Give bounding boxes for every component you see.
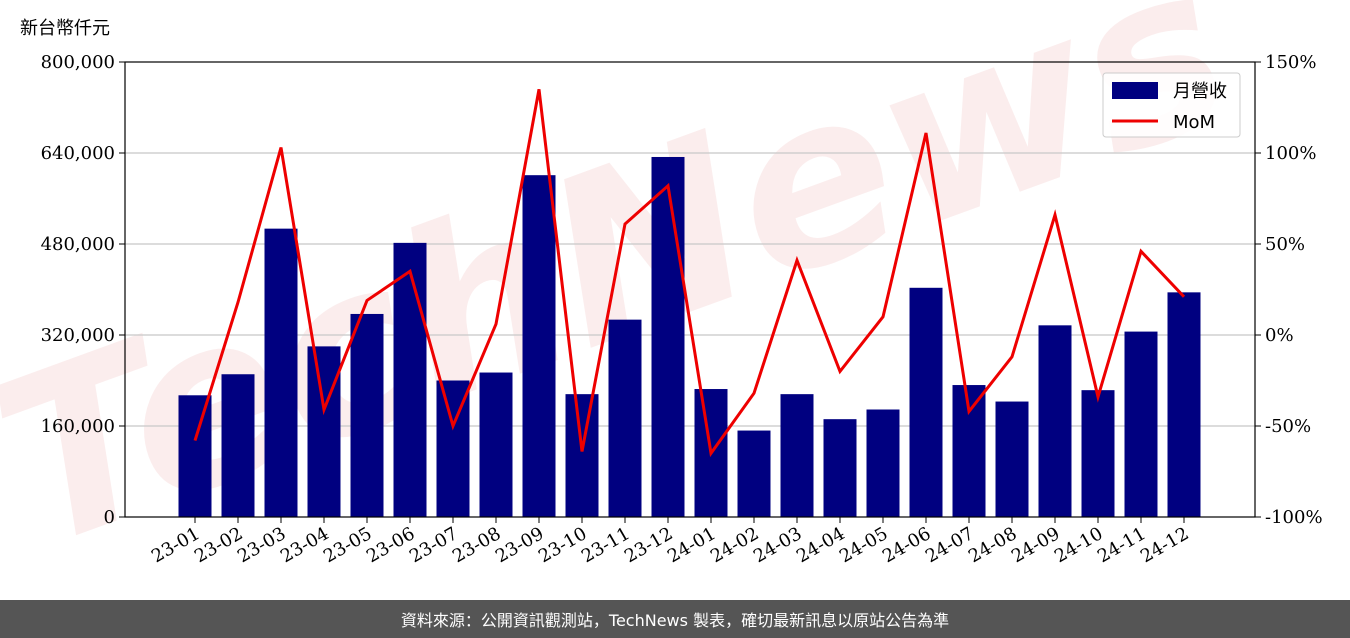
legend: 月營收 MoM [1102,72,1241,138]
revenue-bar [823,419,857,517]
revenue-bar [1038,325,1072,517]
revenue-bar [1124,331,1158,517]
plot-frame [124,61,1256,518]
revenue-bar [565,394,599,517]
x-tick-label: 23-12 [621,523,676,567]
x-tick-label: 23-10 [535,523,590,567]
bar-series [178,156,1201,518]
x-tick-label: 24-03 [750,523,805,567]
x-tick-label: 24-11 [1094,523,1149,567]
revenue-bar [221,374,255,517]
y-right-tick-label: 0% [1265,325,1294,346]
x-tick-label: 24-08 [965,523,1020,567]
x-tick-label: 24-07 [922,523,977,567]
y-left-tick-label: 640,000 [41,143,115,164]
source-footer: 資料來源：公開資訊觀測站，TechNews 製表，確切最新訊息以原站公告為準 [0,600,1350,638]
y-right-tick-label: 50% [1265,234,1305,255]
y-right-tick-label: 150% [1265,52,1316,73]
legend-label-revenue: 月營收 [1173,81,1227,102]
x-tick-label: 24-01 [664,523,719,567]
revenue-bar [522,175,556,517]
y-left-tick-label: 160,000 [41,416,115,437]
revenue-bar [909,287,943,517]
x-tick-label: 23-08 [449,523,504,567]
revenue-bar [1081,390,1115,517]
revenue-bar [1167,292,1201,517]
revenue-bar [264,228,298,518]
x-tick-label: 23-05 [320,523,375,567]
x-tick-label: 23-11 [578,523,633,567]
x-tick-label: 24-12 [1137,523,1192,567]
revenue-bar [866,409,900,517]
y-right-tick-label: -100% [1265,507,1323,528]
revenue-bar [178,395,212,517]
revenue-bar [995,401,1029,517]
revenue-bar [479,372,513,517]
revenue-mom-chart: TechNews 0160,000320,000480,000640,00080… [0,0,1323,600]
y-right-tick-label: -50% [1265,416,1311,437]
x-tick-label: 24-05 [836,523,891,567]
revenue-bar [737,430,771,517]
legend-swatch-revenue [1112,82,1158,99]
x-tick-label: 23-09 [492,523,547,567]
revenue-bar [393,242,427,518]
revenue-bar [780,394,814,517]
y-left-tick-label: 320,000 [41,325,115,346]
x-tick-label: 24-06 [879,523,934,567]
x-tick-label: 23-07 [406,523,461,567]
line-series [193,89,1186,458]
y-right-tick-label: 100% [1265,143,1316,164]
legend-label-mom: MoM [1173,112,1215,133]
x-tick-label: 24-04 [793,523,848,567]
revenue-bar [307,346,341,517]
x-tick-label: 23-06 [363,523,418,567]
x-tick-label: 24-10 [1051,523,1106,567]
mom-line [193,89,1186,458]
x-tick-label: 23-04 [277,523,332,567]
x-tick-label: 24-09 [1008,523,1063,567]
revenue-bar [350,313,384,517]
x-tick-label: 24-02 [707,523,762,567]
y-left-tick-label: 480,000 [41,234,115,255]
revenue-bar [651,156,685,517]
y-left-tick-label: 800,000 [41,52,115,73]
y-axis-unit-label: 新台幣仟元 [20,18,110,39]
y-left-tick-label: 0 [104,507,115,528]
revenue-bar [608,319,642,517]
